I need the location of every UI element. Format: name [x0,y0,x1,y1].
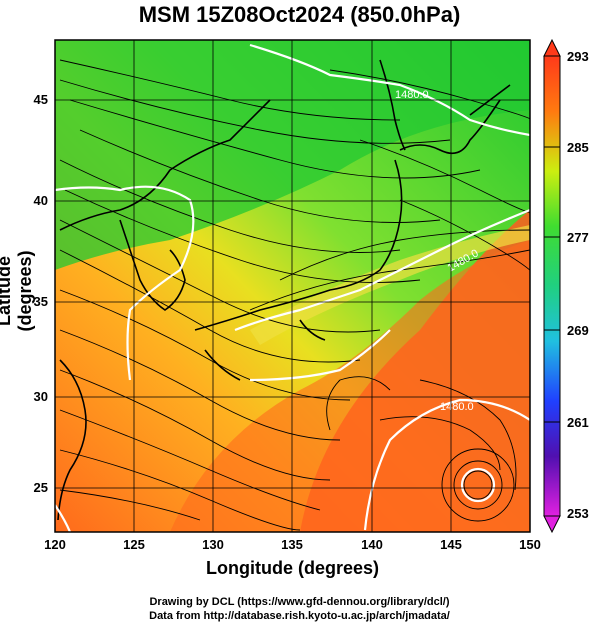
credit-drawing: Drawing by DCL (https://www.gfd-dennou.o… [149,596,450,608]
y-tick-label: 25 [34,480,48,495]
y-tick-label: 35 [34,294,48,309]
contour-label: 1480.0 [395,89,429,101]
x-tick-label: 125 [123,537,145,552]
x-tick-label: 150 [519,537,541,552]
x-tick-label: 135 [281,537,303,552]
contour-label: 1480.0 [440,401,474,413]
wind-streamlines [59,59,530,531]
colorbar-label: 253 [567,506,589,521]
map-frame [54,39,531,533]
colorbar-top-arrow [543,38,561,57]
credits: Drawing by DCL (https://www.gfd-dennou.o… [0,595,599,623]
x-axis: 120 125 130 135 140 145 150 [44,537,541,552]
colorbar-label: 285 [567,140,589,155]
y-tick-label: 30 [34,389,48,404]
colorbar-bar [543,55,561,517]
chart-title: MSM 15Z08Oct2024 (850.0hPa) [138,2,461,27]
x-tick-label: 120 [44,537,66,552]
height-contours [55,43,530,532]
y-axis-label: Latitude (degrees) [0,250,35,332]
colorbar-label: 269 [567,323,589,338]
x-tick-label: 140 [361,537,383,552]
colorbar-label: 261 [567,415,589,430]
colorbar-bottom-arrow [543,515,561,534]
colorbar-label: 293 [567,49,589,64]
x-axis-label: Longitude (degrees) [205,558,379,578]
y-tick-label: 45 [34,92,48,107]
colorbar: 293 285 277 269 261 253 [543,38,589,534]
y-tick-label: 40 [34,193,48,208]
x-tick-label: 145 [440,537,462,552]
x-tick-label: 130 [202,537,224,552]
colorbar-label: 277 [567,230,589,245]
y-axis: 25 30 35 40 45 [34,92,48,495]
credit-data: Data from http://database.rish.kyoto-u.a… [149,610,450,622]
lat-lon-grid [55,40,530,532]
